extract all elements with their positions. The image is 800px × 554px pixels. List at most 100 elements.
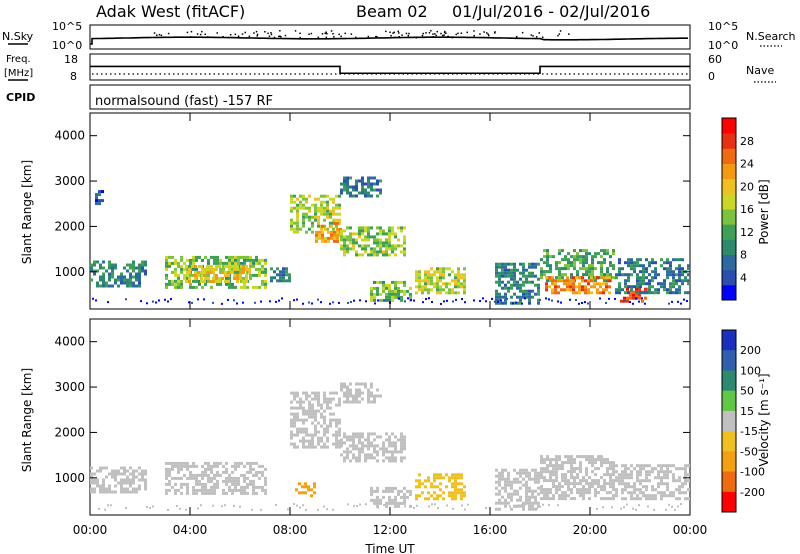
nsky-noise-dot [430,30,432,32]
echo-pixel [296,394,299,398]
echo-pixel [343,185,346,189]
echo-pixel [543,494,546,498]
echo-pixel [632,293,635,297]
echo-pixel [180,258,183,262]
echo-pixel [385,501,388,505]
echo-pixel [567,470,570,474]
echo-pixel [603,249,606,253]
echo-pixel [516,268,519,272]
nsky-noise-dot [204,33,206,35]
echo-pixel [540,267,543,271]
echo-pixel [606,470,609,474]
echo-pixel [279,273,282,277]
echo-pixel [648,473,651,477]
echo-pixel [305,197,308,201]
echo-pixel [367,194,370,198]
echo-pixel [224,271,227,274]
echo-pixel [102,275,105,279]
echo-pixel [587,291,590,295]
echo-pixel [237,479,240,483]
nsky-noise-dot [422,32,424,35]
echo-pixel [225,282,228,286]
echo-pixel [463,285,466,289]
echo-pixel [293,503,295,506]
echo-pixel [361,176,364,180]
colorbar-tick-label: 28 [740,135,754,148]
echo-pixel [355,400,358,404]
echo-pixel [439,276,442,280]
echo-pixel [258,485,261,489]
echo-pixel [609,461,612,465]
echo-pixel [543,476,546,480]
echo-pixel [618,476,621,480]
echo-pixel [333,233,336,237]
echo-pixel [114,266,117,270]
echo-pixel [168,264,171,268]
echo-pixel [590,279,593,283]
echo-pixel [129,272,132,276]
echo-pixel [174,258,177,262]
echo-pixel [222,261,225,265]
colorbar-segment [722,471,736,493]
beam-label: Beam 02 [356,2,428,21]
echo-pixel [666,473,669,477]
echo-pixel [308,227,311,231]
echo-pixel [457,488,460,492]
echo-pixel [454,482,457,486]
echo-pixel [627,285,630,289]
echo-pixel [308,445,311,449]
echo-pixel [174,461,177,465]
echo-pixel [373,238,376,242]
echo-pixel [611,506,613,509]
echo-pixel [534,498,537,502]
echo-pixel [519,277,522,281]
echo-pixel [203,298,205,301]
echo-pixel [439,488,442,492]
echo-pixel [507,262,510,266]
echo-pixel [224,265,227,268]
echo-pixel [603,485,606,489]
echo-pixel [317,421,320,425]
echo-pixel [684,276,687,280]
echo-pixel [645,479,648,483]
echo-pixel [329,197,332,201]
echo-pixel [355,394,358,398]
echo-pixel [364,459,367,463]
echo-pixel [317,298,319,301]
echo-pixel [543,458,546,462]
echo-pixel [561,473,564,477]
echo-pixel [588,497,591,501]
echo-pixel [379,247,382,251]
echo-pixel [540,276,543,280]
echo-pixel [308,206,311,210]
echo-pixel [672,258,675,262]
echo-pixel [373,456,376,460]
echo-pixel [336,239,339,243]
echo-pixel [630,470,633,474]
echo-pixel [93,269,96,273]
echo-pixel [165,264,168,268]
echo-pixel [642,279,645,283]
echo-pixel [660,464,663,468]
echo-pixel [612,488,615,492]
echo-pixel [376,238,379,242]
nsky-noise-dot [444,30,446,33]
nsky-noise-dot [186,36,188,38]
echo-pixel [636,258,639,262]
echo-pixel [240,473,243,477]
echo-pixel [225,276,228,280]
echo-pixel [370,286,373,290]
echo-pixel [513,480,516,484]
echo-pixel [579,249,582,253]
echo-pixel [534,274,537,278]
echo-pixel [314,430,317,434]
echo-pixel [290,218,293,222]
echo-pixel [132,475,135,479]
echo-pixel [171,255,174,259]
nsky-noise-dot [401,34,403,36]
echo-pixel [627,273,630,277]
echo-pixel [317,197,320,201]
echo-pixel [180,279,183,283]
echo-pixel [639,291,642,295]
